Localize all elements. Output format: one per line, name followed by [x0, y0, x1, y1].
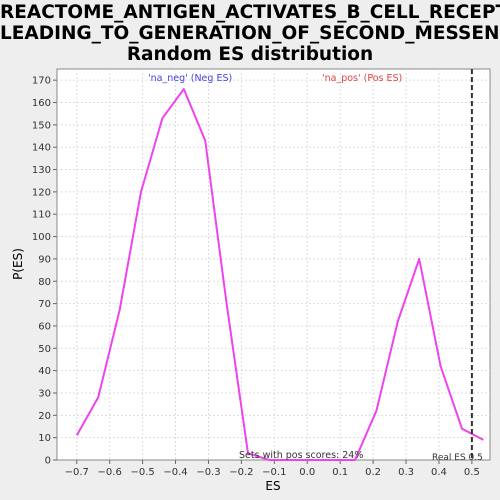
x-tick-label: 0.4: [431, 467, 447, 478]
annotations: 'na_neg' (Neg ES) 'na_pos' (Pos ES) Sets…: [148, 73, 483, 463]
real-es-label: Real ES 0.5: [432, 453, 483, 463]
x-tick-label: −0.5: [130, 467, 154, 478]
y-tick-label: 160: [32, 98, 51, 109]
y-tick-label: 150: [32, 120, 51, 131]
y-tick-label: 0: [45, 456, 51, 467]
chart-title-line-1: REACTOME_ANTIGEN_ACTIVATES_B_CELL_RECEPT…: [0, 2, 500, 23]
y-tick-label: 100: [32, 232, 51, 243]
y-tick-label: 40: [38, 366, 51, 377]
x-tick-label: 0.1: [332, 467, 348, 478]
series-group: [75, 69, 484, 461]
x-axis-label: ES: [265, 479, 280, 493]
x-axis: −0.7 −0.6 −0.5 −0.4 −0.3 −0.2 −0.1 0.0 0.1 0.2 0.3…: [65, 460, 480, 478]
y-tick-label: 80: [38, 277, 51, 288]
plot-area: [56, 68, 491, 461]
pos-scores-label: Sets with pos scores: 24%: [239, 450, 363, 461]
x-tick-label: −0.1: [262, 467, 286, 478]
y-axis: 0 10 20 30 40 50 60 70 80 90 100 110 120 130 140 150 160…: [32, 76, 57, 467]
y-tick-label: 10: [38, 433, 51, 444]
x-tick-label: −0.4: [163, 467, 187, 478]
x-tick-label: −0.7: [65, 467, 89, 478]
grid-lines: [57, 69, 490, 460]
chart-title: REACTOME_ANTIGEN_ACTIVATES_B_CELL_RECEPT…: [0, 2, 500, 65]
y-tick-label: 50: [38, 344, 51, 355]
x-tick-label: −0.3: [196, 467, 220, 478]
neg-es-label: 'na_neg' (Neg ES): [148, 73, 232, 84]
x-tick-label: 0.2: [365, 467, 381, 478]
y-tick-label: 90: [38, 254, 51, 265]
x-tick-label: −0.6: [98, 467, 122, 478]
y-tick-label: 120: [32, 187, 51, 198]
y-tick-label: 140: [32, 143, 51, 154]
y-tick-label: 60: [38, 321, 51, 332]
y-tick-label: 170: [32, 76, 51, 87]
y-tick-label: 110: [32, 210, 51, 221]
x-tick-label: 0.0: [299, 467, 315, 478]
chart-title-line-3: Random ES distribution: [126, 44, 374, 65]
x-tick-label: 0.3: [398, 467, 414, 478]
y-axis-label: P(ES): [11, 248, 25, 280]
y-tick-label: 130: [32, 165, 51, 176]
y-tick-label: 20: [38, 411, 51, 422]
es-distribution-line: [75, 88, 484, 461]
x-tick-label: −0.2: [229, 467, 253, 478]
y-tick-label: 70: [38, 299, 51, 310]
x-tick-label: 0.5: [464, 467, 480, 478]
pos-es-label: 'na_pos' (Pos ES): [322, 73, 402, 84]
y-tick-label: 30: [38, 388, 51, 399]
chart-title-line-2: LEADING_TO_GENERATION_OF_SECOND_MESSENGE…: [0, 23, 500, 44]
